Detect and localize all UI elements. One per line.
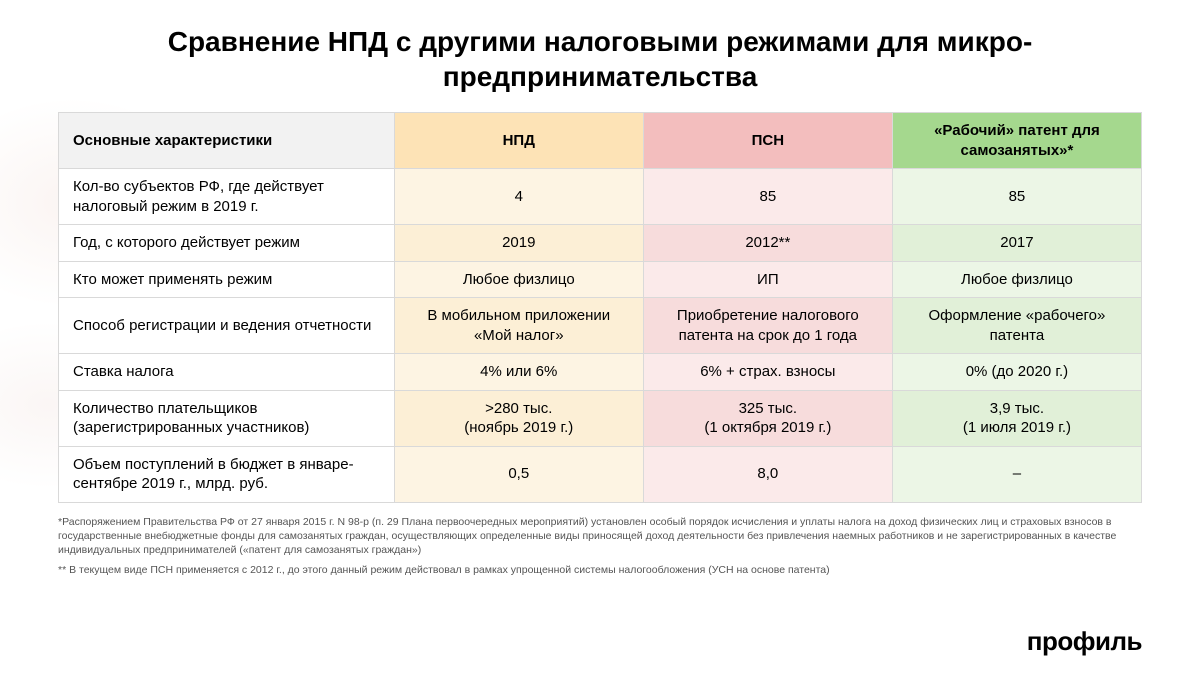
footnote-1: *Распоряжением Правительства РФ от 27 ян…	[58, 515, 1142, 558]
cell-c1: 0,5	[394, 446, 643, 502]
table-row: Год, с которого действует режим20192012*…	[59, 225, 1142, 262]
page-title: Сравнение НПД с другими налоговыми режим…	[58, 24, 1142, 94]
cell-c2: 8,0	[643, 446, 892, 502]
cell-c1: >280 тыс.(ноябрь 2019 г.)	[394, 390, 643, 446]
cell-c3: Любое физлицо	[892, 261, 1141, 298]
cell-c1: 4% или 6%	[394, 354, 643, 391]
col-header-npd: НПД	[394, 113, 643, 169]
cell-c1: 4	[394, 169, 643, 225]
table-row: Кто может применять режимЛюбое физлицоИП…	[59, 261, 1142, 298]
table-row: Кол-во субъектов РФ, где действует налог…	[59, 169, 1142, 225]
row-label: Кто может применять режим	[59, 261, 395, 298]
table-row: Объем поступлений в бюджет в январе-сент…	[59, 446, 1142, 502]
table-row: Количество плательщиков (зарегистрирован…	[59, 390, 1142, 446]
cell-c1: В мобильном приложении «Мой налог»	[394, 298, 643, 354]
cell-c3: –	[892, 446, 1141, 502]
col-header-psn: ПСН	[643, 113, 892, 169]
cell-c2: 6% + страх. взносы	[643, 354, 892, 391]
table-row: Способ регистрации и ведения отчетностиВ…	[59, 298, 1142, 354]
row-label: Способ регистрации и ведения отчетности	[59, 298, 395, 354]
footnotes: *Распоряжением Правительства РФ от 27 ян…	[58, 515, 1142, 578]
col-header-patent: «Рабочий» патент для самозанятых»*	[892, 113, 1141, 169]
cell-c2: 85	[643, 169, 892, 225]
table-row: Ставка налога4% или 6%6% + страх. взносы…	[59, 354, 1142, 391]
cell-c2: ИП	[643, 261, 892, 298]
comparison-table: Основные характеристики НПД ПСН «Рабочий…	[58, 112, 1142, 503]
cell-c3: Оформление «рабочего» патента	[892, 298, 1141, 354]
cell-c3: 3,9 тыс.(1 июля 2019 г.)	[892, 390, 1141, 446]
cell-c1: 2019	[394, 225, 643, 262]
cell-c2: 325 тыс.(1 октября 2019 г.)	[643, 390, 892, 446]
row-label: Год, с которого действует режим	[59, 225, 395, 262]
row-label: Объем поступлений в бюджет в январе-сент…	[59, 446, 395, 502]
row-label: Кол-во субъектов РФ, где действует налог…	[59, 169, 395, 225]
col-header-main: Основные характеристики	[59, 113, 395, 169]
cell-c3: 2017	[892, 225, 1141, 262]
cell-c2: 2012**	[643, 225, 892, 262]
row-label: Количество плательщиков (зарегистрирован…	[59, 390, 395, 446]
cell-c3: 0% (до 2020 г.)	[892, 354, 1141, 391]
brand-logo: профиль	[1027, 626, 1142, 657]
cell-c1: Любое физлицо	[394, 261, 643, 298]
cell-c3: 85	[892, 169, 1141, 225]
row-label: Ставка налога	[59, 354, 395, 391]
footnote-2: ** В текущем виде ПСН применяется с 2012…	[58, 563, 1142, 577]
cell-c2: Приобретение налогового патента на срок …	[643, 298, 892, 354]
